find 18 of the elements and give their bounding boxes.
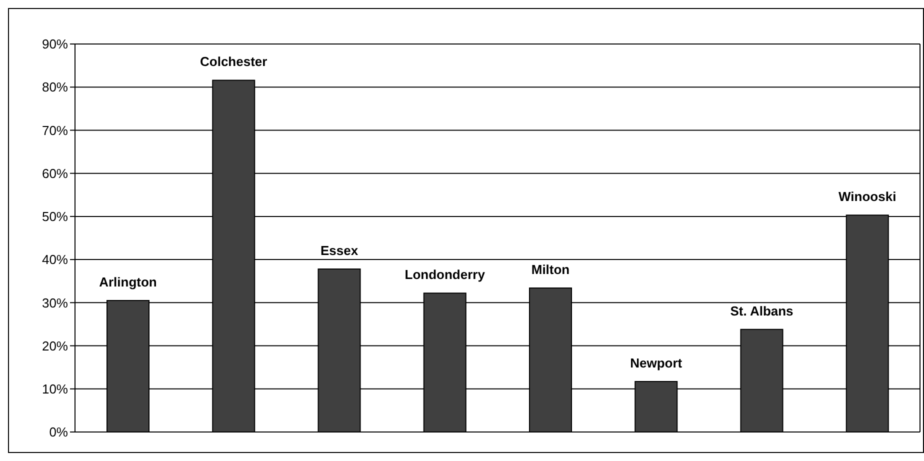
x-tick-label: Essex: [320, 243, 359, 258]
y-tick-label: 90%: [42, 36, 68, 52]
y-tick-label: 70%: [42, 122, 68, 138]
x-tick-label: Colchester: [200, 54, 268, 70]
x-tick-label: Milton: [531, 262, 570, 278]
y-tick-label: 10%: [42, 382, 68, 397]
x-tick-label: Winooski: [838, 189, 896, 204]
y-tick-label: 20%: [42, 338, 68, 354]
y-tick-label: 0%: [49, 424, 68, 440]
y-tick-label: 30%: [42, 295, 68, 310]
y-tick-label: 50%: [42, 209, 68, 224]
x-tick-label: St. Albans: [730, 303, 794, 318]
y-tick-label: 40%: [42, 252, 68, 268]
y-tick-label: 60%: [42, 166, 68, 181]
x-tick-label: Arlington: [99, 274, 157, 290]
x-tick-label: Newport: [630, 356, 683, 371]
x-tick-label: Londonderry: [404, 267, 486, 282]
y-tick-label: 80%: [42, 80, 68, 95]
